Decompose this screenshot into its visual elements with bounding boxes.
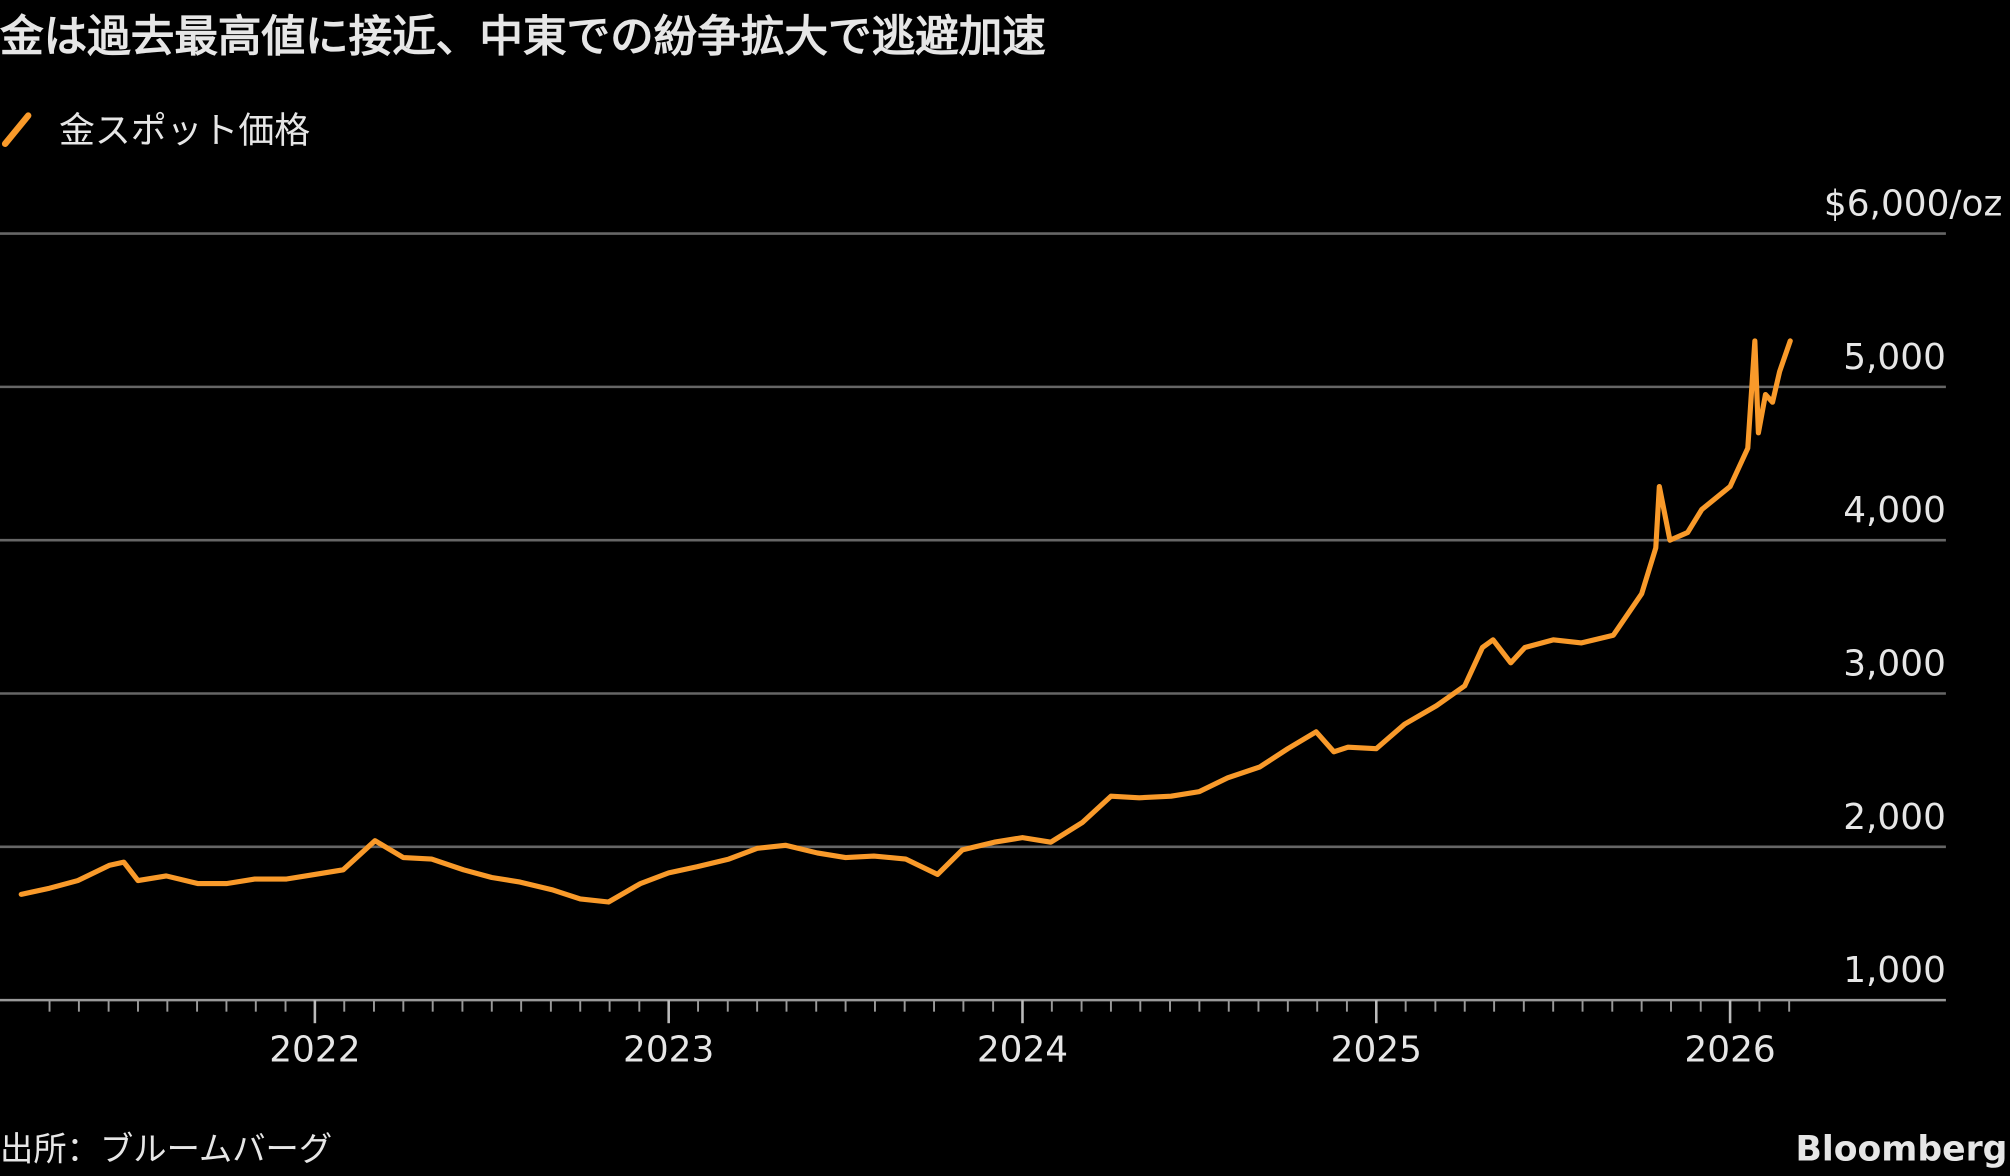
- x-tick-label: 2025: [1331, 1030, 1422, 1071]
- legend-label: 金スポット価格: [59, 111, 310, 152]
- chart-title: 金は過去最高値に接近、中東での紛争拡大で逃避加速: [0, 13, 1046, 63]
- legend-swatch: [1, 112, 32, 148]
- y-tick-label: 3,000: [1843, 644, 1946, 685]
- x-tick-label: 2024: [977, 1030, 1068, 1071]
- x-tick-label: 2023: [623, 1030, 714, 1071]
- price-line: [18, 338, 1793, 905]
- x-tick-label: 2022: [269, 1030, 360, 1071]
- brand: Bloomberg: [1795, 1129, 2007, 1169]
- x-tick-label: 2026: [1684, 1030, 1775, 1071]
- y-tick-label: 4,000: [1843, 490, 1946, 531]
- y-tick-label: $6,000/oz: [1824, 184, 2002, 225]
- y-tick-label: 2,000: [1843, 797, 1946, 838]
- y-tick-label: 5,000: [1843, 337, 1946, 378]
- source: 出所：ブルームバーグ: [0, 1129, 332, 1168]
- y-tick-label: 1,000: [1843, 950, 1946, 991]
